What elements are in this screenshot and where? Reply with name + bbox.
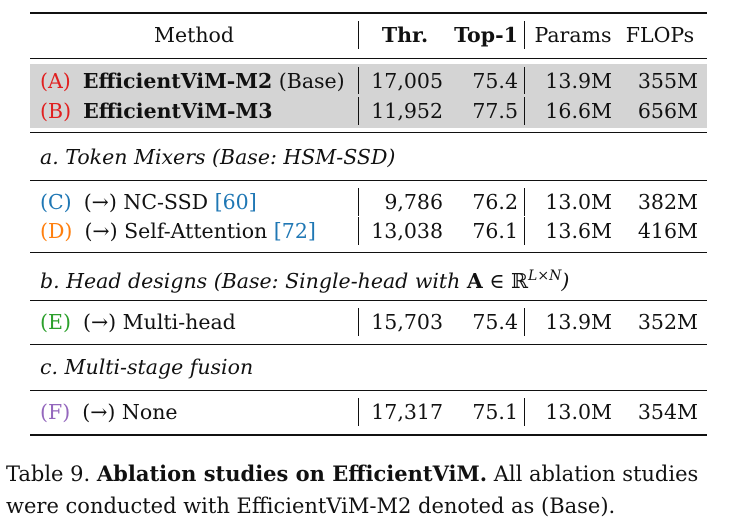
row-letter: (D) <box>40 219 73 243</box>
header-params: Params <box>534 23 612 47</box>
column-divider <box>524 21 525 49</box>
cell-top1: 75.4 <box>472 310 518 334</box>
column-divider <box>358 21 359 49</box>
cell-throughput: 17,005 <box>371 69 443 93</box>
section-title-head-designs: b. Head designs (Base: Single-head with … <box>40 259 569 298</box>
cell-top1: 77.5 <box>472 99 518 123</box>
section-b-bottom-rule <box>30 344 707 345</box>
row-text: (→) None <box>82 400 178 424</box>
section-title-multi-stage-fusion: c. Multi-stage fusion <box>40 355 254 379</box>
column-divider <box>358 188 359 216</box>
table-row-d: (D) (→) Self-Attention [72] 13,038 76.1 1… <box>30 214 707 248</box>
matrix-symbol: A <box>466 268 483 293</box>
row-text: (→) Multi-head <box>82 310 236 334</box>
header-bottom-rule <box>30 58 707 59</box>
cell-flops: 656M <box>637 99 698 123</box>
column-divider <box>524 67 525 95</box>
cell-top1: 76.1 <box>472 219 518 243</box>
column-divider <box>358 217 359 245</box>
header-flops: FLOPs <box>625 23 695 47</box>
model-name: EfficientViM-M3 <box>83 99 273 123</box>
section-title-token-mixers: a. Token Mixers (Base: HSM-SSD) <box>40 145 396 169</box>
cell-flops: 382M <box>637 190 698 214</box>
row-letter: (F) <box>40 400 71 424</box>
column-divider <box>524 308 525 336</box>
row-method: (B) EfficientViM-M3 <box>40 94 272 128</box>
column-divider <box>524 188 525 216</box>
section-a-rule <box>30 180 707 181</box>
cell-flops: 416M <box>637 219 698 243</box>
section-c-rule <box>30 390 707 391</box>
column-divider <box>358 308 359 336</box>
cell-flops: 354M <box>637 400 698 424</box>
table-row-e: (E) (→) Multi-head 15,703 75.4 13.9M 352M <box>30 305 707 339</box>
row-method: (E) (→) Multi-head <box>40 305 236 339</box>
citation-link[interactable]: [72] <box>273 219 316 243</box>
row-letter: (E) <box>40 310 71 334</box>
cell-params: 13.0M <box>545 190 612 214</box>
section-a-bottom-rule <box>30 252 707 253</box>
caption-title: Ablation studies on EfficientViM. <box>96 461 488 486</box>
row-letter: (C) <box>40 190 72 214</box>
section-b-rule <box>30 300 707 301</box>
table-header-row: Method Thr. Top-1 Params FLOPs <box>30 18 707 52</box>
column-divider <box>524 97 525 125</box>
column-divider <box>358 398 359 426</box>
header-throughput: Thr. <box>381 23 429 47</box>
cell-params: 13.6M <box>545 219 612 243</box>
column-divider <box>358 97 359 125</box>
cell-throughput: 13,038 <box>371 219 443 243</box>
header-method: Method <box>153 23 235 47</box>
header-top1: Top-1 <box>454 23 518 47</box>
cell-flops: 355M <box>637 69 698 93</box>
caption-label: Table 9. <box>6 462 91 486</box>
column-divider <box>358 67 359 95</box>
cell-throughput: 11,952 <box>371 99 443 123</box>
cell-top1: 76.2 <box>472 190 518 214</box>
model-name: EfficientViM-M2 <box>82 69 273 93</box>
cell-throughput: 15,703 <box>371 310 443 334</box>
row-text: (→) NC-SSD <box>83 190 209 214</box>
row-letter: (B) <box>40 99 72 123</box>
column-divider <box>524 217 525 245</box>
dimension-superscript: L×N <box>528 268 562 284</box>
cell-params: 13.9M <box>545 310 612 334</box>
cell-params: 13.9M <box>545 69 612 93</box>
row-method: (A) EfficientViM-M2 (Base) <box>40 64 345 98</box>
model-suffix: (Base) <box>272 69 345 93</box>
column-divider <box>524 398 525 426</box>
table-row-a: (A) EfficientViM-M2 (Base) 17,005 75.4 13… <box>30 64 707 98</box>
row-text: (→) Self-Attention <box>84 219 268 243</box>
table-row-f: (F) (→) None 17,317 75.1 13.0M 354M <box>30 395 707 429</box>
row-letter: (A) <box>40 69 71 93</box>
table-row-b: (B) EfficientViM-M3 11,952 77.5 16.6M 656… <box>30 94 707 128</box>
row-method: (D) (→) Self-Attention [72] <box>40 214 316 248</box>
cell-throughput: 17,317 <box>371 400 443 424</box>
table-bottom-rule <box>30 434 707 436</box>
cell-top1: 75.1 <box>472 400 518 424</box>
cell-flops: 352M <box>637 310 698 334</box>
section-title-prefix: b. Head designs (Base: Single-head with <box>40 268 467 293</box>
cell-throughput: 9,786 <box>384 190 443 214</box>
table-caption: Table 9. Ablation studies on EfficientVi… <box>6 458 742 522</box>
cell-params: 16.6M <box>545 99 612 123</box>
table-row-c: (C) (→) NC-SSD [60] 9,786 76.2 13.0M 382M <box>30 185 707 219</box>
row-method: (C) (→) NC-SSD [60] <box>40 185 257 219</box>
section-title-suffix: ) <box>561 268 570 293</box>
caption-body: All ablation studies were conducted with… <box>6 462 699 518</box>
set-symbol: ∈ ℝ <box>482 268 529 293</box>
row-method: (F) (→) None <box>40 395 178 429</box>
citation-link[interactable]: [60] <box>214 190 257 214</box>
base-bottom-rule <box>30 132 707 133</box>
cell-top1: 75.4 <box>472 69 518 93</box>
cell-params: 13.0M <box>545 400 612 424</box>
table-top-rule <box>30 12 707 14</box>
